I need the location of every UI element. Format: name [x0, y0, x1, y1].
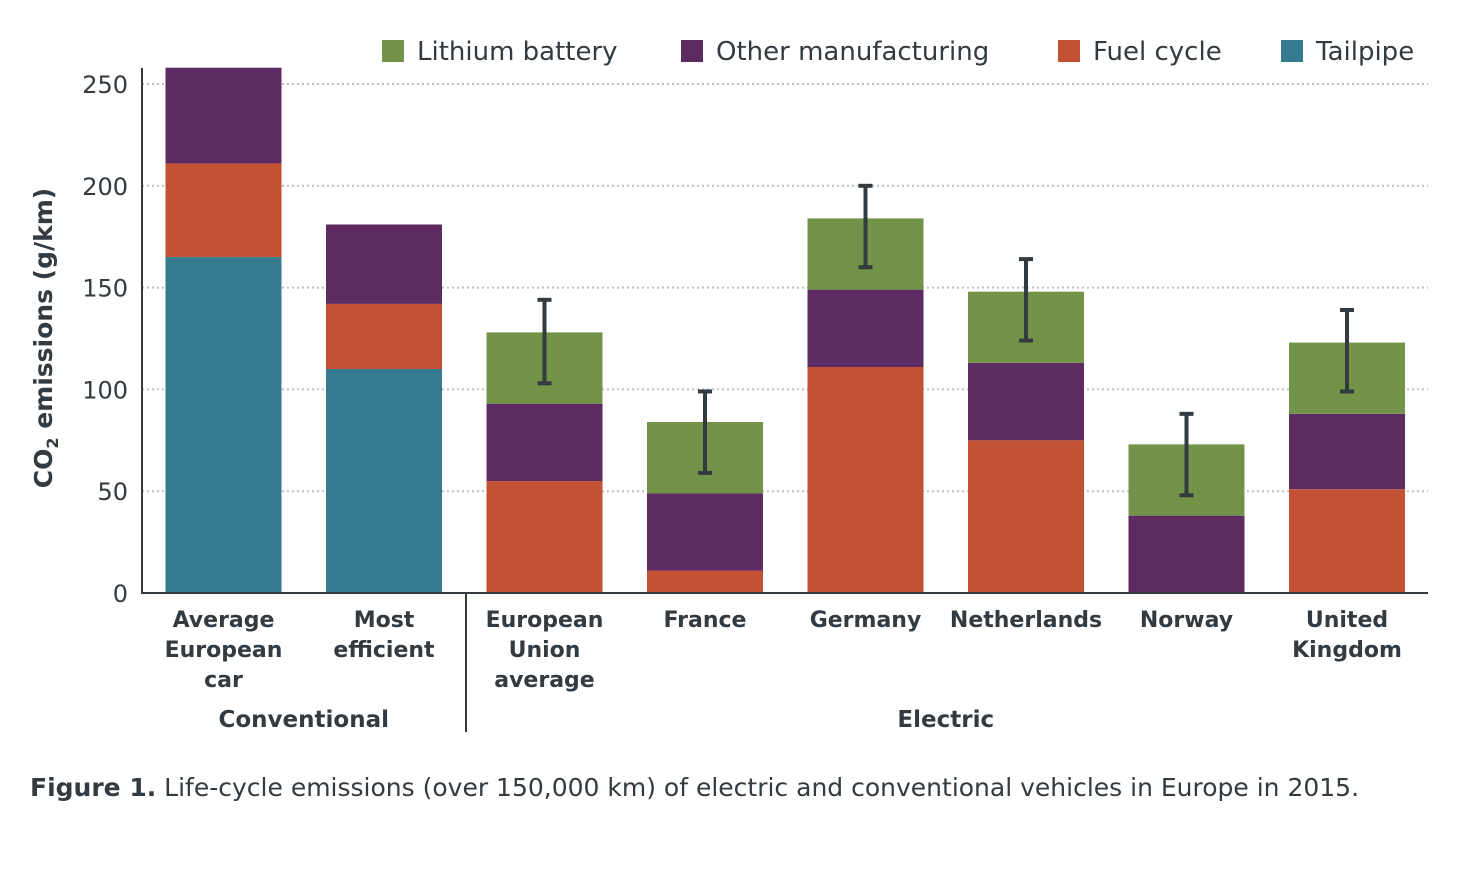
bar-segment-fuel-cycle-3 — [647, 570, 763, 593]
y-tick-label-200: 200 — [82, 173, 128, 201]
bar-segment-other-manufacturing-3 — [647, 493, 763, 571]
legend-swatch-lithium-battery — [382, 40, 404, 62]
legend-label-other-manufacturing: Other manufacturing — [716, 37, 989, 67]
legend-swatch-other-manufacturing — [681, 40, 703, 62]
legend-swatch-fuel-cycle — [1058, 40, 1080, 62]
bar-segment-fuel-cycle-1 — [326, 303, 442, 370]
category-label-line: Netherlands — [950, 608, 1102, 633]
axes — [141, 68, 1428, 732]
caption-text: Life-cycle emissions (over 150,000 km) o… — [156, 773, 1360, 802]
bars — [165, 67, 1405, 593]
category-label-3: France — [664, 608, 747, 633]
group-label-0: Conventional — [219, 707, 389, 733]
bar-segment-fuel-cycle-5 — [968, 440, 1084, 593]
legend: Lithium battery Other manufacturing Fuel c… — [382, 37, 1414, 67]
stacked-bar-chart: 0 50 100 150 200 250 Average European car Most ef… — [29, 37, 1428, 733]
legend-label-lithium-battery: Lithium battery — [417, 37, 618, 67]
category-label-line: Norway — [1140, 608, 1233, 633]
category-label-line: France — [664, 608, 747, 633]
y-axis-title-rest: emissions (g/km) — [29, 188, 58, 438]
category-label-line: Germany — [810, 608, 922, 633]
bar-segment-other-manufacturing-7 — [1289, 413, 1405, 490]
y-tick-labels: 0 50 100 150 200 250 — [82, 71, 128, 608]
bar-segment-tailpipe-0 — [165, 257, 282, 593]
category-label-line: Average — [173, 608, 275, 633]
bar-segment-other-manufacturing-5 — [968, 362, 1084, 441]
y-tick-label-150: 150 — [82, 275, 128, 303]
category-label-line: Union — [509, 638, 581, 663]
bar-segment-other-manufacturing-6 — [1128, 515, 1245, 593]
y-tick-label-100: 100 — [82, 376, 128, 404]
y-axis-title-subscript: 2 — [43, 437, 62, 448]
category-label-line: efficient — [333, 638, 435, 663]
y-axis-title-main: CO — [29, 449, 58, 489]
y-tick-label-50: 50 — [97, 478, 128, 506]
category-label-line: United — [1306, 608, 1388, 633]
bar-segment-tailpipe-1 — [326, 369, 442, 593]
group-label-1: Electric — [897, 707, 994, 733]
category-label-7: United Kingdom — [1292, 608, 1402, 663]
bar-segment-other-manufacturing-2 — [486, 403, 603, 482]
legend-swatch-tailpipe — [1281, 40, 1303, 62]
group-labels: Conventional Electric — [219, 707, 995, 733]
bar-segment-fuel-cycle-4 — [807, 367, 924, 593]
category-label-5: Netherlands — [950, 608, 1102, 633]
category-label-0: Average European car — [165, 608, 283, 693]
category-label-6: Norway — [1140, 608, 1233, 633]
category-label-4: Germany — [810, 608, 922, 633]
category-label-line: European — [165, 638, 283, 663]
y-tick-label-0: 0 — [113, 580, 128, 608]
bar-segment-other-manufacturing-0 — [165, 67, 282, 164]
legend-label-fuel-cycle: Fuel cycle — [1093, 37, 1222, 67]
category-label-line: European — [486, 608, 604, 633]
y-axis-title: CO2 emissions (g/km) — [29, 188, 62, 488]
caption-label: Figure 1. — [30, 773, 157, 802]
category-labels: Average European car Most efficient European U… — [165, 608, 1402, 693]
y-tick-label-250: 250 — [82, 71, 128, 99]
bar-segment-fuel-cycle-2 — [486, 481, 603, 593]
bar-segment-other-manufacturing-4 — [807, 289, 924, 368]
bar-segment-other-manufacturing-1 — [326, 224, 442, 304]
bar-segment-fuel-cycle-7 — [1289, 489, 1405, 593]
category-label-2: European Union average — [486, 608, 604, 693]
category-label-line: Most — [354, 608, 415, 633]
legend-label-tailpipe: Tailpipe — [1315, 37, 1414, 67]
category-label-1: Most efficient — [333, 608, 435, 663]
category-label-line: car — [204, 668, 243, 693]
category-label-line: average — [494, 668, 594, 693]
figure-caption: Figure 1. Life-cycle emissions (over 150… — [30, 768, 1430, 808]
bar-segment-fuel-cycle-0 — [165, 163, 282, 258]
error-bars — [537, 183, 1354, 498]
category-label-line: Kingdom — [1292, 638, 1402, 663]
